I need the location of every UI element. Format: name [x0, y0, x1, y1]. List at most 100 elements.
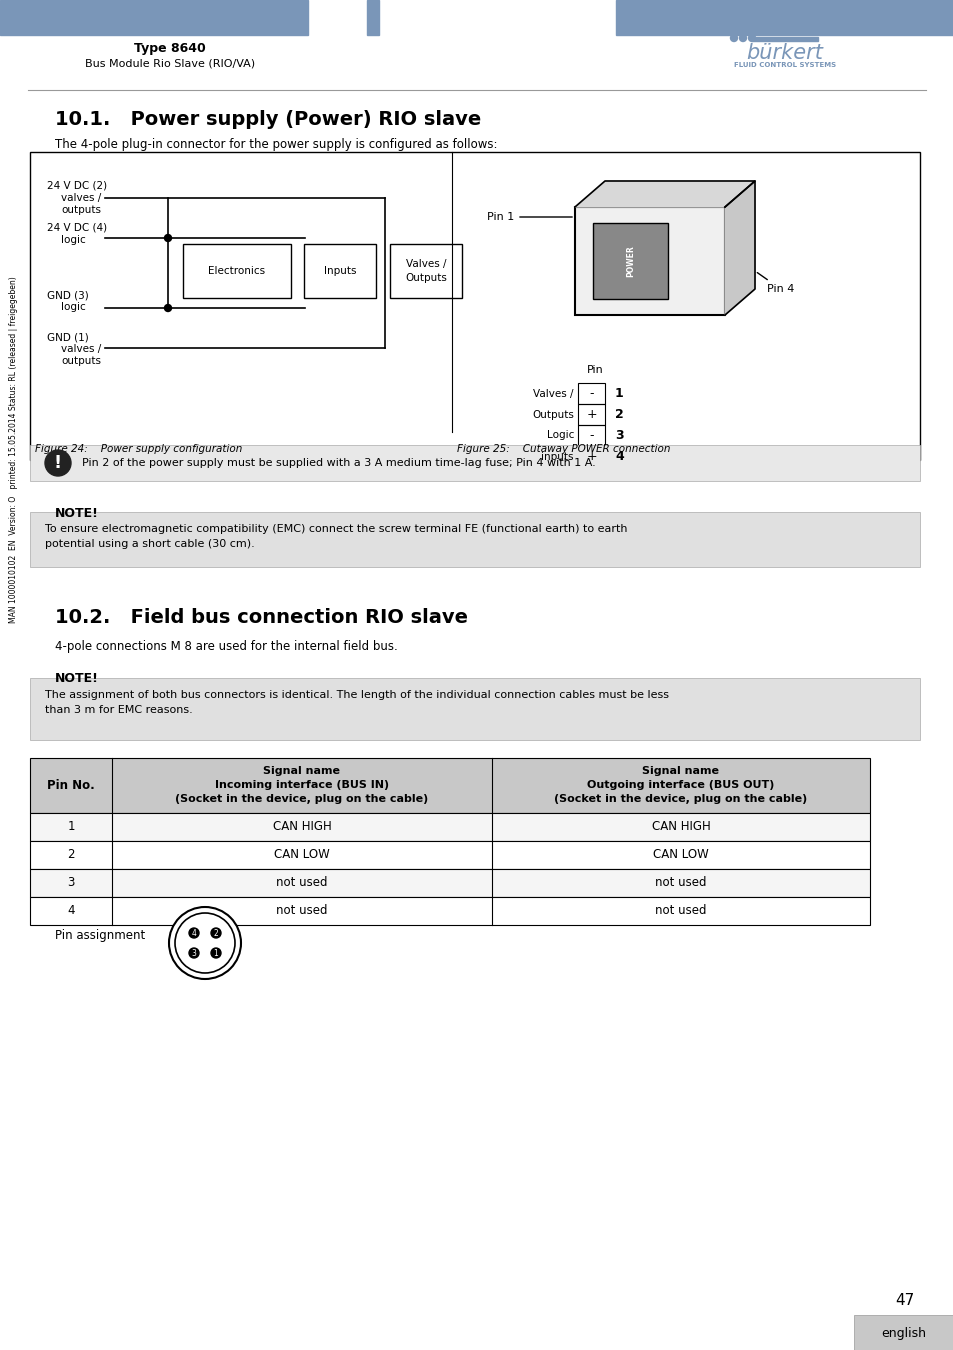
- Text: Pin 2 of the power supply must be supplied with a 3 A medium time-lag fuse; Pin : Pin 2 of the power supply must be suppli…: [82, 458, 595, 468]
- Bar: [575, 207, 724, 315]
- Bar: [30, 757, 869, 813]
- Text: Figure 25:    Cutaway POWER connection: Figure 25: Cutaway POWER connection: [456, 444, 670, 454]
- Text: bürkert: bürkert: [746, 43, 822, 63]
- Bar: [853, 1315, 953, 1350]
- Text: potential using a short cable (30 cm).: potential using a short cable (30 cm).: [45, 539, 254, 549]
- Text: Pin: Pin: [586, 364, 602, 375]
- Bar: [578, 383, 604, 404]
- Bar: [304, 244, 375, 298]
- Text: !: !: [54, 454, 62, 472]
- Text: 2: 2: [213, 929, 218, 937]
- Text: inputs: inputs: [541, 451, 574, 462]
- Text: NOTE!: NOTE!: [55, 672, 99, 684]
- Text: -: -: [589, 387, 593, 400]
- Text: The 4-pole plug-in connector for the power supply is configured as follows:: The 4-pole plug-in connector for the pow…: [55, 138, 497, 151]
- Polygon shape: [575, 181, 754, 207]
- Text: Signal name
Incoming interface (BUS IN)
(Socket in the device, plug on the cable: Signal name Incoming interface (BUS IN) …: [175, 767, 428, 805]
- Text: logic: logic: [61, 235, 86, 244]
- Text: Pin 1: Pin 1: [486, 212, 572, 221]
- Text: not used: not used: [276, 876, 328, 890]
- Text: 4-pole connections M 8 are used for the internal field bus.: 4-pole connections M 8 are used for the …: [55, 640, 397, 653]
- Text: Logic: Logic: [546, 431, 574, 440]
- Bar: [30, 813, 869, 841]
- Text: GND (1): GND (1): [47, 332, 89, 342]
- Text: CAN LOW: CAN LOW: [274, 849, 330, 861]
- Text: valves /: valves /: [61, 193, 101, 202]
- Bar: [751, 36, 817, 40]
- Text: CAN HIGH: CAN HIGH: [273, 821, 331, 833]
- Text: Bus Module Rio Slave (RIO/VA): Bus Module Rio Slave (RIO/VA): [85, 59, 254, 69]
- Text: 1: 1: [67, 821, 74, 833]
- Text: Electronics: Electronics: [208, 266, 265, 275]
- Bar: [578, 425, 604, 446]
- Text: not used: not used: [655, 876, 706, 890]
- Circle shape: [174, 913, 234, 973]
- Text: english: english: [881, 1327, 925, 1339]
- Text: Pin 4: Pin 4: [757, 273, 794, 294]
- Text: CAN LOW: CAN LOW: [653, 849, 708, 861]
- Text: not used: not used: [655, 904, 706, 918]
- Circle shape: [169, 907, 241, 979]
- Text: 3: 3: [68, 876, 74, 890]
- Circle shape: [739, 35, 745, 42]
- Text: 4: 4: [192, 929, 196, 937]
- Text: NOTE!: NOTE!: [55, 508, 99, 520]
- Bar: [30, 869, 869, 896]
- Text: 2: 2: [67, 849, 74, 861]
- Bar: [367, 0, 378, 35]
- Bar: [30, 896, 869, 925]
- Bar: [30, 678, 919, 740]
- Text: Inputs: Inputs: [323, 266, 355, 275]
- Circle shape: [189, 948, 199, 958]
- Text: Valves /
Outputs: Valves / Outputs: [405, 259, 446, 282]
- Circle shape: [164, 235, 172, 242]
- Text: GND (3): GND (3): [47, 290, 89, 300]
- Text: Figure 24:    Power supply configuration: Figure 24: Power supply configuration: [35, 444, 242, 454]
- Text: outputs: outputs: [61, 205, 101, 215]
- Text: outputs: outputs: [61, 356, 101, 366]
- Bar: [30, 153, 919, 460]
- Bar: [30, 446, 919, 481]
- Text: Valves /: Valves /: [533, 389, 574, 398]
- Text: valves /: valves /: [61, 344, 101, 354]
- Text: 3: 3: [192, 949, 196, 957]
- Text: 3: 3: [615, 429, 623, 441]
- Text: Signal name
Outgoing interface (BUS OUT)
(Socket in the device, plug on the cabl: Signal name Outgoing interface (BUS OUT)…: [554, 767, 807, 805]
- Circle shape: [189, 927, 199, 938]
- Polygon shape: [724, 181, 754, 315]
- Circle shape: [730, 35, 737, 42]
- Bar: [578, 404, 604, 425]
- Text: Pin No.: Pin No.: [47, 779, 94, 792]
- Bar: [390, 244, 461, 298]
- Bar: [30, 841, 869, 869]
- Text: 2: 2: [615, 408, 623, 421]
- Circle shape: [164, 305, 172, 312]
- Text: 1: 1: [615, 387, 623, 400]
- Bar: [183, 244, 291, 298]
- Bar: [0, 0, 308, 35]
- Text: Outputs: Outputs: [532, 409, 574, 420]
- Text: FLUID CONTROL SYSTEMS: FLUID CONTROL SYSTEMS: [733, 62, 835, 68]
- Text: 24 V DC (2): 24 V DC (2): [47, 180, 107, 190]
- Text: 1: 1: [213, 949, 218, 957]
- Text: 4: 4: [615, 450, 623, 463]
- Text: 24 V DC (4): 24 V DC (4): [47, 223, 107, 234]
- Circle shape: [45, 450, 71, 477]
- Text: 4: 4: [67, 904, 74, 918]
- Bar: [616, 0, 953, 35]
- Text: 10.2.   Field bus connection RIO slave: 10.2. Field bus connection RIO slave: [55, 608, 468, 626]
- Text: not used: not used: [276, 904, 328, 918]
- Text: To ensure electromagnetic compatibility (EMC) connect the screw terminal FE (fun: To ensure electromagnetic compatibility …: [45, 524, 627, 535]
- Text: CAN HIGH: CAN HIGH: [651, 821, 710, 833]
- Text: 47: 47: [895, 1293, 914, 1308]
- Text: Type 8640: Type 8640: [134, 42, 206, 55]
- Bar: [578, 446, 604, 467]
- Bar: [30, 512, 919, 567]
- Text: logic: logic: [61, 302, 86, 312]
- Text: than 3 m for EMC reasons.: than 3 m for EMC reasons.: [45, 705, 193, 716]
- Text: -: -: [589, 429, 593, 441]
- Text: +: +: [585, 450, 597, 463]
- Circle shape: [211, 927, 221, 938]
- Text: +: +: [585, 408, 597, 421]
- Circle shape: [211, 948, 221, 958]
